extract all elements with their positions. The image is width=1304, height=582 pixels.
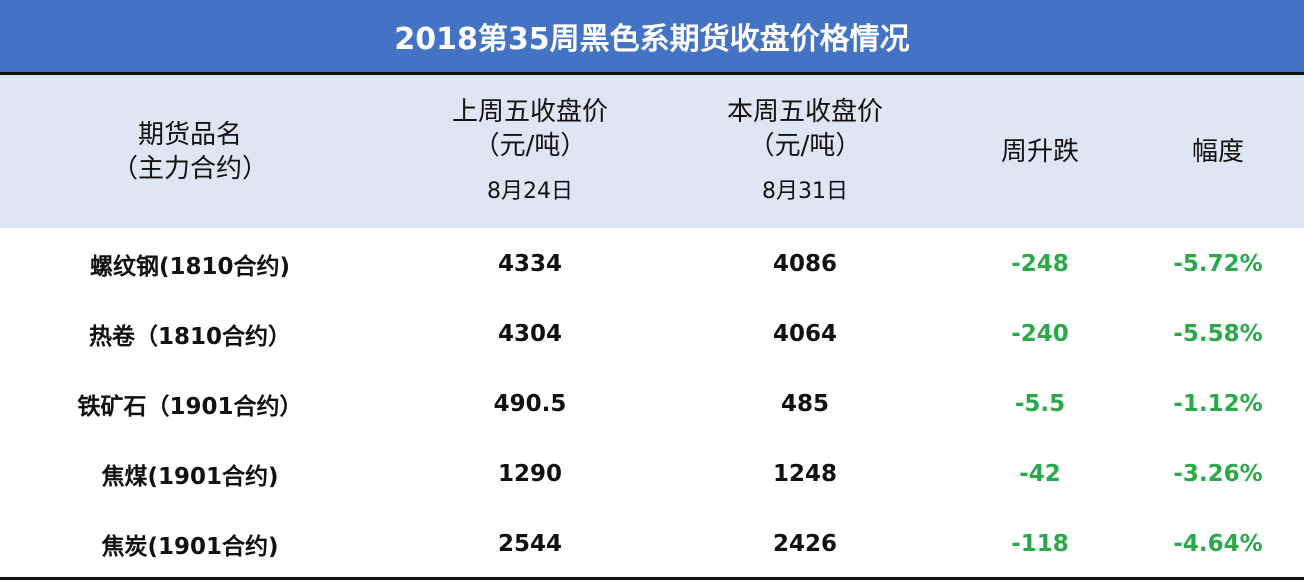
header-cell: 周升跌 [940,75,1140,228]
table-cell: -42 [1019,461,1061,487]
rule [0,72,1304,75]
table-cell: 焦煤(1901合约) [101,464,279,490]
table-cell: -5.72% [1173,251,1263,277]
table-cell: 热卷（1810合约） [88,324,291,350]
table-cell: 铁矿石（1901合约） [77,394,303,420]
table-cell: 焦炭(1901合约) [101,534,279,560]
header-cell: 本周五收盘价 （元/吨） 8月31日 [675,75,935,228]
header-date: 8月24日 [487,178,573,204]
table-cell: 4304 [497,321,562,347]
table-cell: -248 [1011,251,1069,277]
table-cell: -1.12% [1173,391,1263,417]
table-cell: -4.64% [1173,531,1263,557]
table-cell: -5.5 [1014,391,1066,417]
header-text: 本周五收盘价 [726,96,883,127]
table-cell: 螺纹钢(1810合约) [89,254,291,280]
header-text: 上周五收盘价 [451,96,608,127]
table-cell: 485 [780,391,829,417]
table-cell: 1248 [772,461,837,487]
table-cell: 4064 [772,321,837,347]
header-text: （元/吨） [748,130,862,161]
header-text: （主力合约） [111,153,268,184]
rule [0,577,1304,580]
header-cell: 期货品名 （主力合约） [10,75,370,228]
header-cell: 上周五收盘价 （元/吨） 8月24日 [400,75,660,228]
table-cell: 490.5 [493,391,567,417]
table-cell: -5.58% [1173,321,1263,347]
header-cell: 幅度 [1138,75,1298,228]
header-date: 8月31日 [762,178,848,204]
table-cell: 4334 [497,251,562,277]
table-cell: 2544 [497,531,562,557]
header-text: 周升跌 [1000,136,1079,167]
table-cell: 4086 [772,251,837,277]
table-cell: 2426 [772,531,837,557]
header-text: 幅度 [1191,136,1244,167]
table-cell: -3.26% [1173,461,1263,487]
table-header: 期货品名 （主力合约） 上周五收盘价 （元/吨） 8月24日 本周五收盘价 （元/吨） 8月3… [0,75,1304,228]
table-title: 2018第35周黑色系期货收盘价格情况 [0,0,1304,72]
header-text: （元/吨） [473,130,587,161]
header-text: 期货品名 [137,119,242,150]
table-cell: -118 [1011,531,1069,557]
table-cell: -240 [1011,321,1069,347]
table-cell: 1290 [497,461,562,487]
